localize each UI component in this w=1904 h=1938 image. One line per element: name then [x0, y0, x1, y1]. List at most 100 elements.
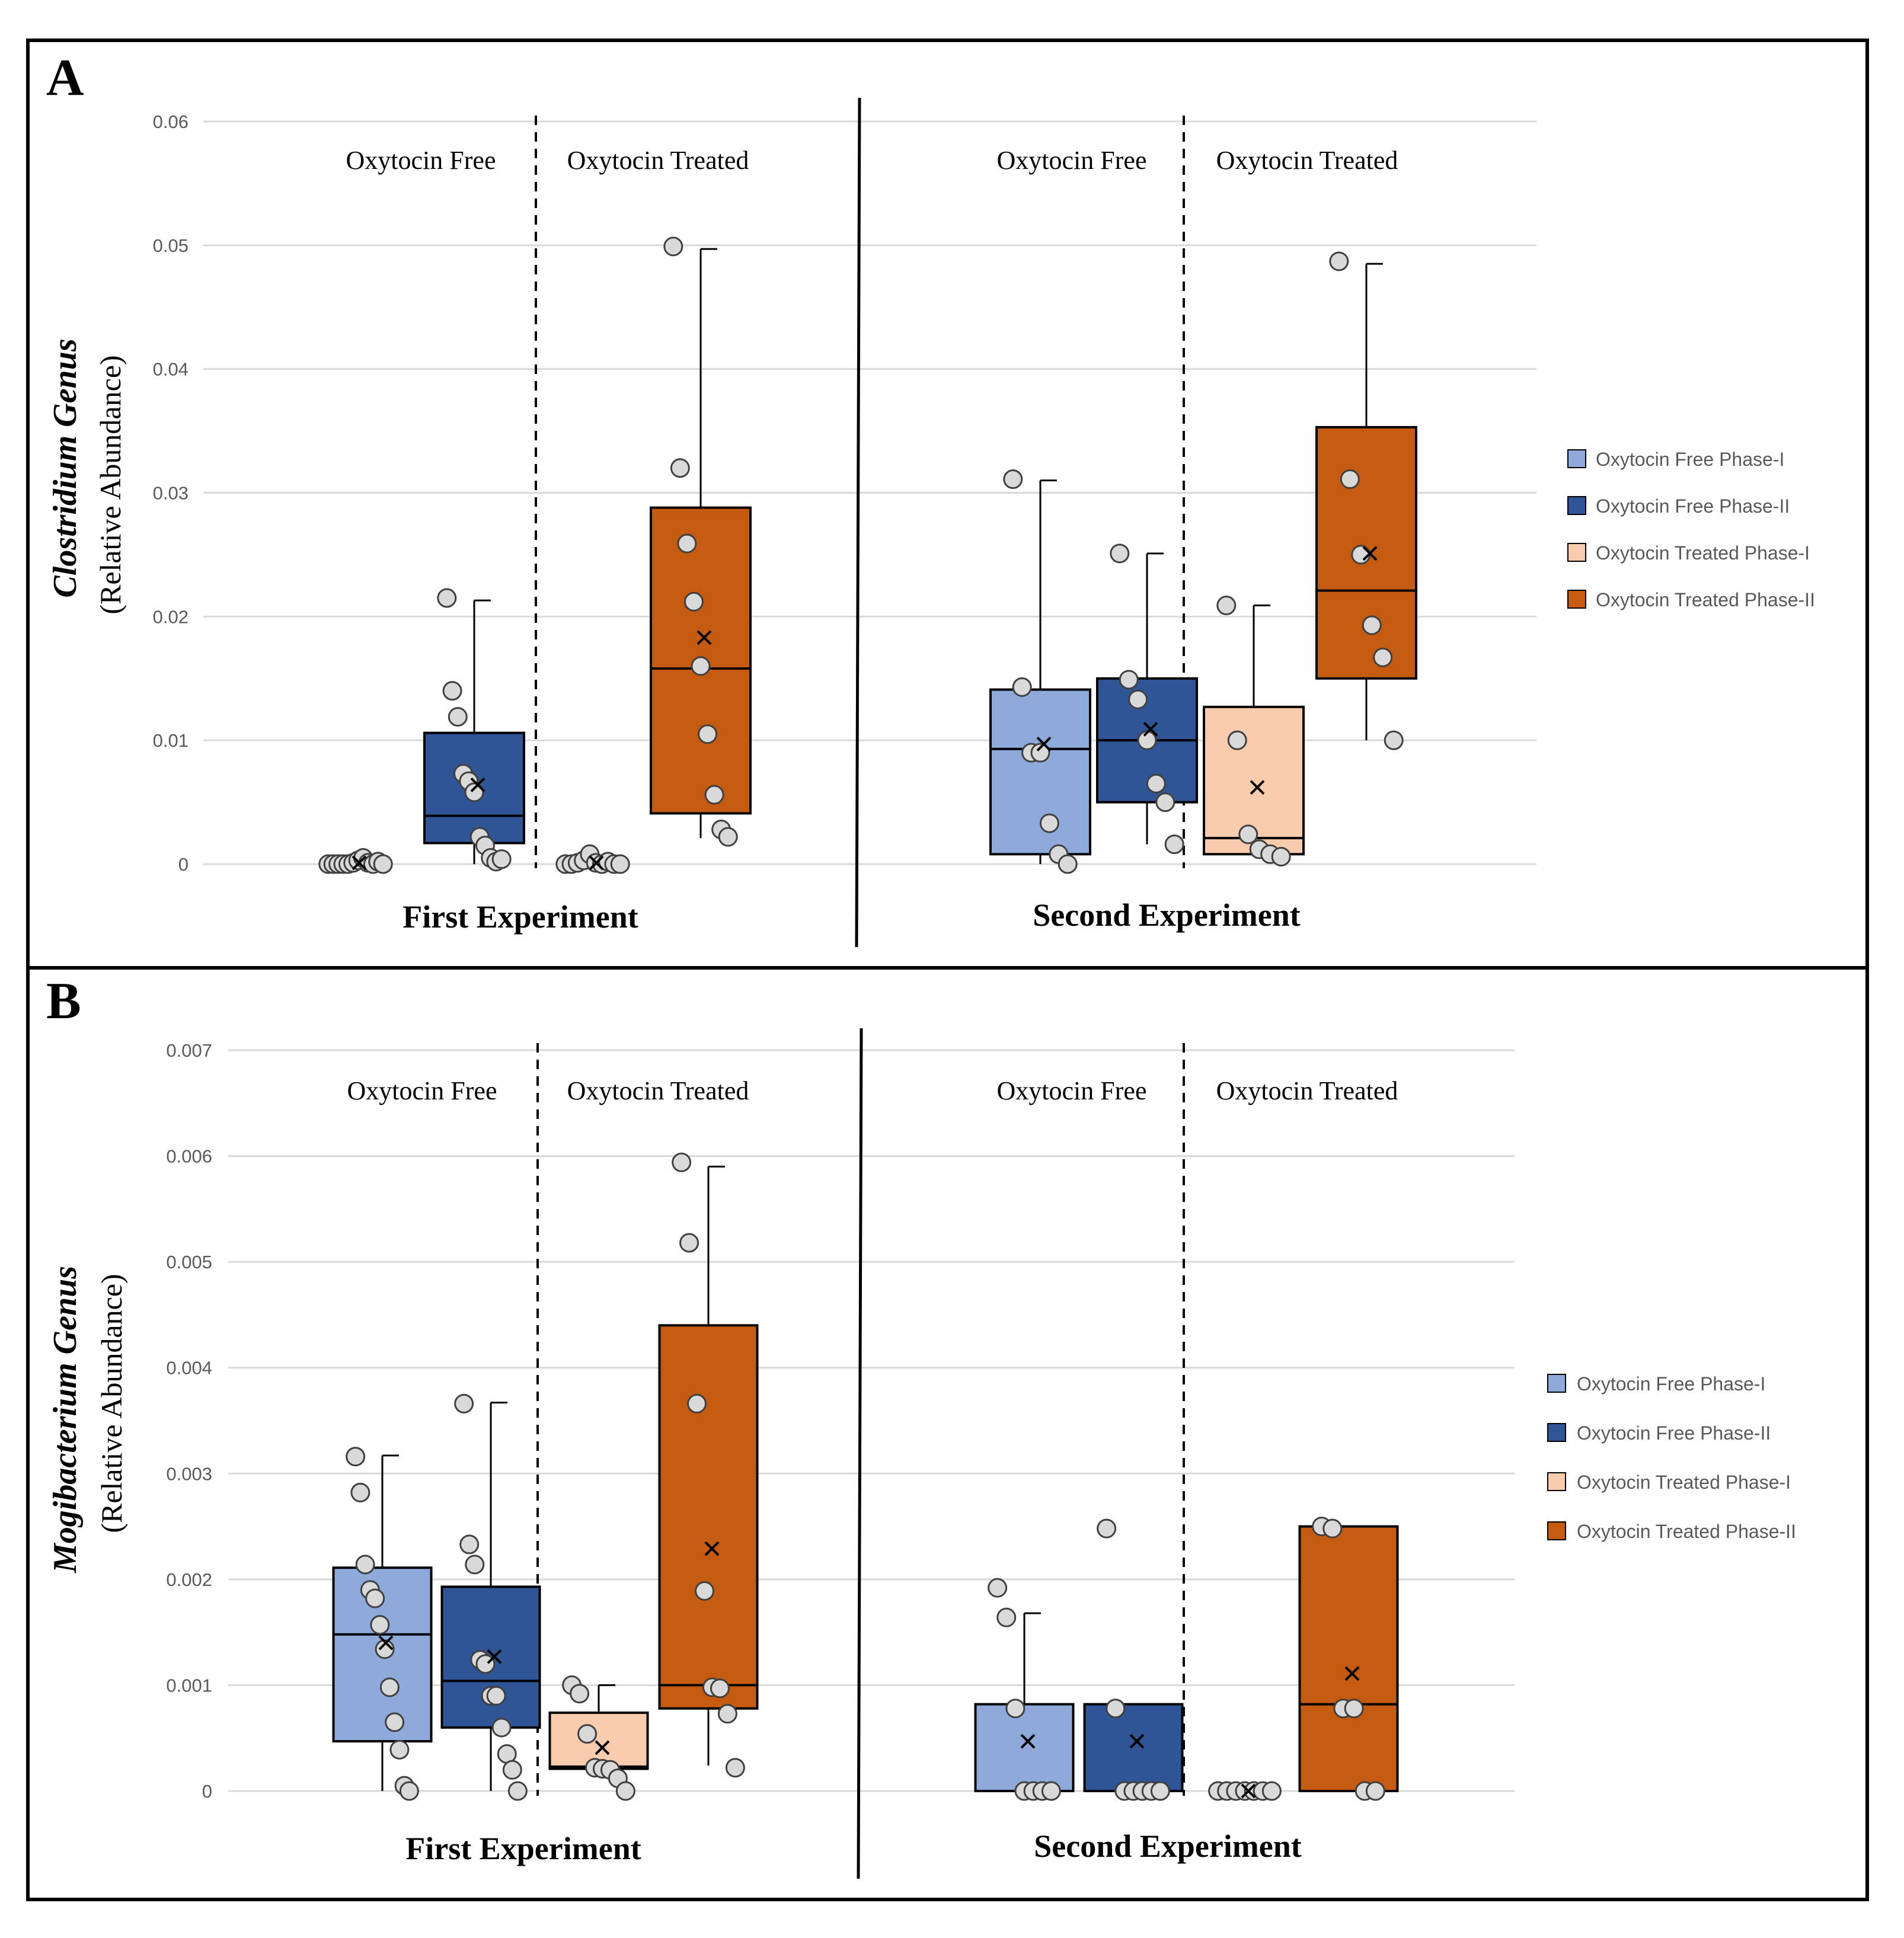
panel-b-y-tick-label: 0.003 [166, 1463, 212, 1484]
data-point [717, 1704, 737, 1724]
panel-b-legend-label-treated-p1: Oxytocin Treated Phase-I [1577, 1472, 1791, 1493]
data-point [1373, 647, 1393, 667]
mean-marker [704, 1541, 720, 1556]
panel-a-box-group [1203, 596, 1305, 866]
panel-a-section-free-1: Oxytocin Free [346, 146, 496, 175]
data-point [679, 1233, 699, 1253]
panel-b-y-tick-label: 0.007 [166, 1040, 212, 1061]
mean-marker [1020, 1734, 1036, 1749]
panel-a-experiment-divider [855, 97, 861, 948]
data-point [365, 1588, 385, 1608]
data-point [677, 533, 697, 554]
data-point [1344, 1699, 1364, 1719]
data-point [663, 236, 683, 257]
panel-b-frame [26, 966, 1869, 1901]
panel-b-y-ticks: 0 0.001 0.002 0.003 0.004 0.005 0.006 0.007 [166, 1040, 212, 1802]
panel-a-frame [26, 39, 1869, 970]
panel-b-y-tick-label: 0.002 [166, 1569, 212, 1590]
panel-a-box-group [989, 469, 1091, 874]
panel-b-letter: B [46, 973, 81, 1030]
panel-a-box-group [1315, 251, 1417, 750]
data-point [725, 1758, 745, 1778]
panel-b-section-free-1: Oxytocin Free [347, 1076, 497, 1105]
iqr-box [974, 1703, 1075, 1793]
data-point [1128, 689, 1148, 709]
data-point [1155, 792, 1175, 813]
panel-a-legend-swatch-treated-p1 [1567, 543, 1586, 562]
panel-a-legend-swatch-free-p1 [1567, 449, 1586, 468]
mean-marker [1129, 1734, 1145, 1749]
panel-b-box-group [548, 1675, 649, 1801]
data-point [1384, 730, 1404, 750]
data-point [691, 656, 711, 676]
panel-b-box-group [974, 1578, 1075, 1801]
mean-marker [1036, 737, 1052, 751]
panel-a-y-tick-label: 0.02 [153, 606, 189, 627]
data-point [491, 1718, 512, 1738]
data-point [370, 1615, 390, 1635]
panel-b-legend-swatch-treated-p2 [1547, 1521, 1566, 1540]
iqr-box [1083, 1703, 1184, 1793]
data-point [1362, 615, 1382, 635]
panel-a-legend-swatch-treated-p2 [1567, 590, 1586, 609]
data-point [373, 854, 393, 874]
panel-a-legend: Oxytocin Free Phase-I Oxytocin Free Phas… [1567, 449, 1815, 610]
panel-b-y-tick-label: 0.006 [166, 1146, 212, 1167]
data-point [1058, 854, 1078, 874]
panel-a-box-group [1096, 543, 1198, 855]
panel-a-box-group [650, 236, 752, 847]
data-point [1119, 670, 1139, 690]
mean-marker [697, 630, 712, 645]
data-point [683, 591, 704, 612]
data-point [1227, 730, 1247, 750]
panel-b-section-free-2: Oxytocin Free [997, 1076, 1147, 1105]
data-point [442, 681, 462, 701]
panel-a-section-treated-1: Oxytocin Treated [567, 146, 749, 175]
data-point [465, 1555, 485, 1575]
panel-b-y-tick-label: 0 [202, 1781, 212, 1802]
panel-a-legend-label-treated-p1: Oxytocin Treated Phase-I [1596, 542, 1810, 564]
panel-b-y-subtitle: (Relative Abundance) [95, 1274, 128, 1533]
data-point [670, 458, 690, 478]
iqr-box [989, 688, 1091, 856]
data-point [996, 1607, 1017, 1627]
data-point [672, 1152, 692, 1172]
data-point [1150, 1781, 1170, 1801]
panel-a-y-subtitle-text: (Relative Abundance) [94, 355, 127, 614]
data-point [355, 1555, 375, 1575]
panel-b-y-tick-label: 0.001 [166, 1675, 212, 1696]
panel-b-legend: Oxytocin Free Phase-I Oxytocin Free Phas… [1547, 1373, 1796, 1542]
data-point [1329, 251, 1349, 271]
data-point [454, 1393, 474, 1413]
mean-marker [1241, 1783, 1256, 1799]
data-point [448, 706, 468, 727]
data-point [1238, 824, 1258, 845]
panel-a-boxes [318, 236, 1417, 874]
panel-a-y-tick-label: 0.01 [153, 730, 189, 751]
mean-marker [595, 1740, 610, 1755]
data-point [437, 588, 457, 608]
panel-a-y-tick-label: 0.05 [153, 235, 189, 256]
panel-a-y-title: Clostridium Genus [47, 338, 84, 597]
panel-a-y-tick-label: 0.04 [153, 359, 189, 380]
mean-marker [1344, 1666, 1360, 1681]
data-point [1003, 469, 1023, 490]
panel-b-section-treated-2: Oxytocin Treated [1216, 1076, 1398, 1105]
data-point [1216, 596, 1237, 616]
data-point [695, 1581, 715, 1601]
data-point [379, 1677, 400, 1697]
data-point [389, 1739, 410, 1760]
data-point [718, 827, 738, 847]
panel-b-section-treated-1: Oxytocin Treated [567, 1076, 749, 1105]
panel-a-y-tick-label: 0 [178, 854, 189, 875]
panel-b-y-tick-label: 0.004 [166, 1358, 212, 1379]
iqr-box [548, 1711, 649, 1770]
data-point [1012, 677, 1032, 697]
data-point [1039, 813, 1059, 833]
data-point [988, 1578, 1008, 1598]
data-point [698, 724, 718, 744]
data-point [486, 1686, 506, 1706]
mean-marker [1250, 780, 1265, 795]
data-point [1005, 1699, 1026, 1719]
mean-marker [487, 1649, 502, 1664]
